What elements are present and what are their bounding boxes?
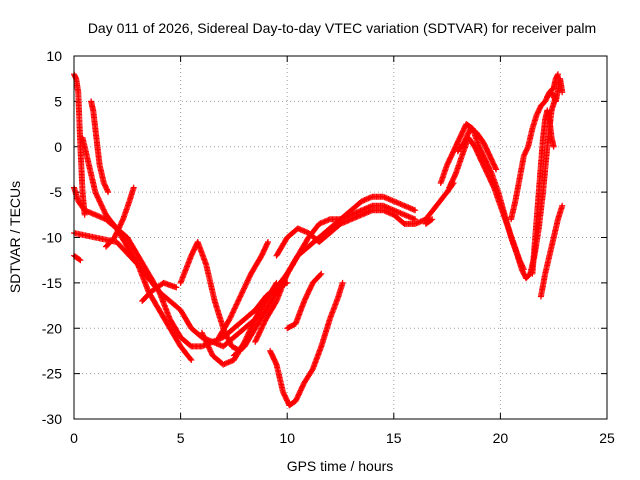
y-tick-label: 0 bbox=[54, 139, 62, 155]
data-point-marker bbox=[173, 284, 180, 291]
series-trace-11 bbox=[216, 239, 271, 341]
series-trace-20 bbox=[454, 125, 500, 173]
x-tick-label: 0 bbox=[70, 430, 78, 446]
data-point-marker bbox=[428, 217, 435, 224]
x-tick-label: 20 bbox=[493, 430, 509, 446]
data-point-marker bbox=[187, 355, 194, 362]
data-point-marker bbox=[240, 286, 247, 293]
data-point-marker bbox=[493, 166, 500, 173]
data-point-marker bbox=[257, 305, 264, 312]
data-point-marker bbox=[257, 328, 264, 335]
series-trace-8 bbox=[139, 279, 180, 304]
y-tick-label: 5 bbox=[54, 93, 62, 109]
data-point-marker bbox=[76, 256, 83, 263]
data-point-marker bbox=[412, 207, 419, 214]
series-trace-21 bbox=[508, 71, 561, 223]
y-tick-label: -20 bbox=[42, 320, 62, 336]
data-point-marker bbox=[318, 270, 325, 277]
y-tick-label: -15 bbox=[42, 275, 62, 291]
chart-title: Day 011 of 2026, Sidereal Day-to-day VTE… bbox=[88, 20, 596, 36]
data-point-marker bbox=[188, 357, 195, 363]
data-point-marker bbox=[208, 349, 215, 356]
data-point-marker bbox=[555, 71, 561, 78]
x-tick-label: 25 bbox=[599, 430, 615, 446]
y-tick-label: -10 bbox=[42, 230, 62, 246]
x-tick-label: 15 bbox=[386, 430, 402, 446]
data-point-marker bbox=[339, 279, 346, 286]
y-tick-label: 10 bbox=[46, 48, 62, 64]
series-trace-14 bbox=[267, 279, 346, 409]
axis-ticks bbox=[73, 55, 608, 420]
y-tick-label: -30 bbox=[42, 411, 62, 427]
data-point-marker bbox=[317, 271, 324, 278]
data-point-marker bbox=[559, 202, 566, 209]
series-trace-23 bbox=[537, 202, 566, 300]
y-tick-label: -25 bbox=[42, 366, 62, 382]
series-trace-7 bbox=[103, 184, 137, 250]
grid-lines bbox=[74, 56, 607, 419]
data-point-marker bbox=[520, 266, 527, 273]
data-point-marker bbox=[429, 216, 436, 223]
series-trace-16 bbox=[273, 180, 457, 259]
series-trace-17 bbox=[422, 216, 436, 227]
data-point-marker bbox=[99, 203, 106, 210]
x-tick-label: 5 bbox=[177, 430, 185, 446]
data-point-marker bbox=[77, 257, 84, 264]
y-tick-label: -5 bbox=[50, 184, 63, 200]
plot-frame bbox=[73, 55, 608, 420]
data-point-marker bbox=[265, 239, 271, 245]
y-tick-labels: -30 -25 -20 -15 -10 -5 0 5 10 bbox=[42, 48, 62, 427]
series-trace-13 bbox=[252, 193, 419, 345]
series-trace-19 bbox=[446, 134, 527, 273]
data-point-marker bbox=[550, 143, 557, 150]
series-trace-22 bbox=[529, 107, 557, 277]
series-trace-24 bbox=[544, 75, 566, 105]
data-point-marker bbox=[536, 106, 543, 113]
x-axis-label: GPS time / hours bbox=[287, 458, 394, 474]
data-point-marker bbox=[130, 184, 137, 191]
data-point-marker bbox=[520, 265, 527, 271]
y-axis-label: SDTVAR / TECUs bbox=[7, 181, 23, 293]
series-trace-6 bbox=[88, 98, 112, 196]
data-point-marker bbox=[206, 345, 213, 352]
data-point-marker bbox=[97, 199, 104, 206]
data-point-marker bbox=[105, 189, 112, 196]
data-point-marker bbox=[233, 301, 240, 308]
series-trace-15 bbox=[284, 270, 325, 332]
data-point-marker bbox=[559, 89, 566, 96]
data-markers bbox=[71, 71, 566, 409]
x-tick-label: 10 bbox=[279, 430, 295, 446]
series-trace-4 bbox=[71, 252, 84, 264]
x-tick-labels: 0 5 10 15 20 25 bbox=[70, 430, 615, 446]
